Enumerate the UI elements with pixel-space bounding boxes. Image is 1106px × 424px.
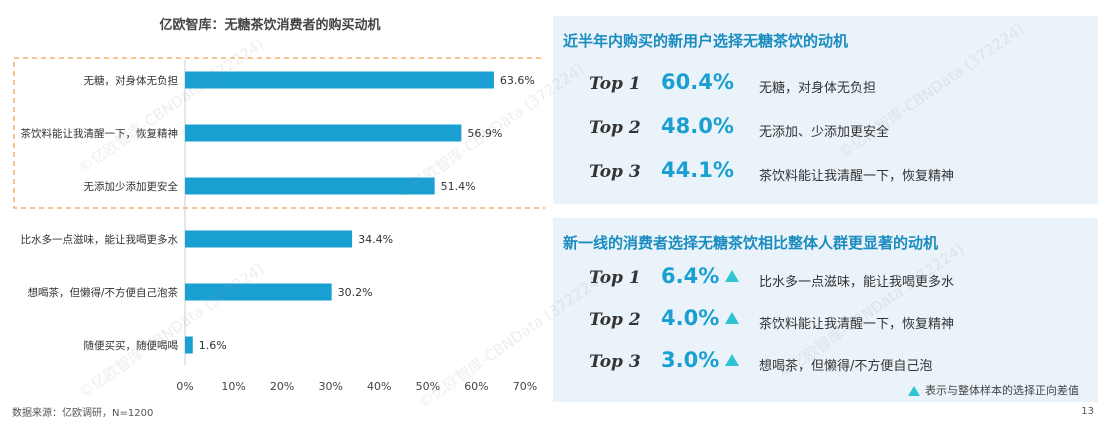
rank-row: Top 2 4.0% 茶饮料能让我清醒一下，恢复精神: [553, 304, 1098, 334]
legend-note: 表示与整体样本的选择正向差值: [908, 382, 1079, 398]
rank-percent: 48.0%: [661, 114, 734, 138]
rank-label: Top 1: [589, 268, 641, 288]
data-label: 30.2%: [338, 286, 373, 299]
x-tick-label: 10%: [221, 380, 245, 393]
new-tier1-motivation-panel: 新一线的消费者选择无糖茶饮相比整体人群更显著的动机 Top 1 6.4% 比水多…: [553, 218, 1098, 402]
rank-percent: 6.4%: [661, 264, 720, 288]
panel-title: 新一线的消费者选择无糖茶饮相比整体人群更显著的动机: [563, 234, 939, 252]
panel-title: 近半年内购买的新用户选择无糖茶饮的动机: [563, 32, 849, 50]
data-label: 63.6%: [500, 74, 535, 87]
category-label: 无添加少添加更安全: [84, 180, 179, 193]
category-label: 想喝茶，但懒得/不方便自己泡茶: [27, 286, 178, 299]
up-triangle-icon: [908, 386, 920, 396]
rank-text: 无糖，对身体无负担: [759, 81, 877, 96]
data-label: 56.9%: [467, 127, 502, 140]
rank-label: Top 1: [589, 74, 641, 94]
x-tick-label: 70%: [513, 380, 537, 393]
rank-text: 茶饮料能让我清醒一下，恢复精神: [759, 317, 955, 332]
rank-percent: 3.0%: [661, 348, 720, 372]
rank-label: Top 2: [589, 118, 641, 138]
x-tick-label: 30%: [318, 380, 342, 393]
data-label: 1.6%: [199, 339, 227, 352]
rank-row: Top 1 6.4% 比水多一点滋味，能让我喝更多水: [553, 262, 1098, 292]
page-number: 13: [1081, 406, 1094, 417]
x-tick-label: 40%: [367, 380, 391, 393]
rank-label: Top 3: [589, 352, 641, 372]
bar: [185, 124, 462, 142]
rank-label: Top 3: [589, 162, 641, 182]
new-user-motivation-panel: 近半年内购买的新用户选择无糖茶饮的动机 Top 1 60.4% 无糖，对身体无负…: [553, 16, 1098, 204]
bar-chart: 无糖，对身体无负担 63.6% 茶饮料能让我清醒一下，恢复精神 56.9% 无添加少添加…: [13, 57, 545, 393]
rank-percent: 4.0%: [661, 306, 720, 330]
data-label: 51.4%: [441, 180, 476, 193]
bar: [185, 177, 435, 195]
chart-title: 亿欧智库：无糖茶饮消费者的购买动机: [159, 18, 381, 33]
rank-text: 无添加、少添加更安全: [759, 125, 890, 140]
x-tick-label: 0%: [176, 380, 193, 393]
footer-source: 数据来源：亿欧调研，N=1200: [12, 408, 154, 419]
up-triangle-icon: [725, 354, 739, 366]
up-triangle-icon: [725, 312, 739, 324]
legend-text: 表示与整体样本的选择正向差值: [925, 384, 1079, 397]
x-tick-label: 60%: [464, 380, 488, 393]
category-label: 随便买买，随便喝喝: [84, 339, 179, 352]
bar: [185, 230, 353, 248]
rank-label: Top 2: [589, 310, 641, 330]
up-triangle-icon: [725, 270, 739, 282]
category-label: 茶饮料能让我清醒一下，恢复精神: [21, 127, 179, 140]
rank-text: 想喝茶，但懒得/不方便自己泡: [759, 359, 933, 374]
data-label: 34.4%: [358, 233, 393, 246]
category-label: 比水多一点滋味，能让我喝更多水: [21, 233, 179, 246]
x-tick-label: 20%: [270, 380, 294, 393]
rank-percent: 44.1%: [661, 158, 734, 182]
rank-row: Top 3 3.0% 想喝茶，但懒得/不方便自己泡: [553, 346, 1098, 376]
bar: [185, 283, 332, 301]
rank-percent: 60.4%: [661, 70, 734, 94]
bar: [185, 336, 193, 354]
rank-row: Top 1 60.4% 无糖，对身体无负担: [553, 68, 1098, 98]
rank-text: 比水多一点滋味，能让我喝更多水: [759, 275, 955, 290]
rank-text: 茶饮料能让我清醒一下，恢复精神: [759, 169, 955, 184]
rank-row: Top 3 44.1% 茶饮料能让我清醒一下，恢复精神: [553, 156, 1098, 186]
bar: [185, 71, 494, 89]
x-tick-label: 50%: [416, 380, 440, 393]
category-label: 无糖，对身体无负担: [84, 74, 179, 87]
rank-row: Top 2 48.0% 无添加、少添加更安全: [553, 112, 1098, 142]
